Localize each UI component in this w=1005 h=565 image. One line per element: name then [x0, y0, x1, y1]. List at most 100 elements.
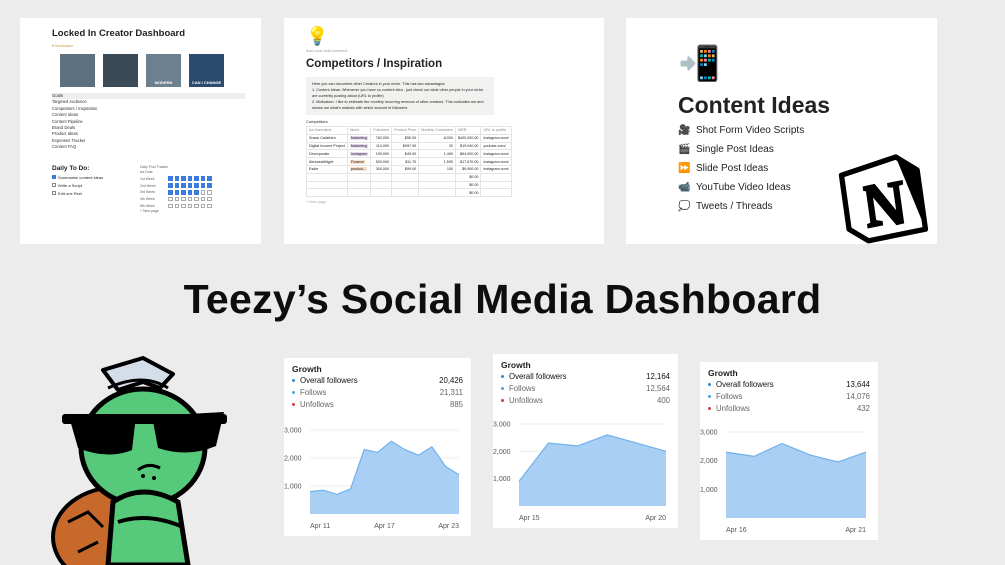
- table-cell[interactable]: $400,000.00: [454, 133, 482, 143]
- nav-item[interactable]: Brand Deals: [52, 124, 76, 130]
- table-cell[interactable]: 1,505: [418, 157, 456, 166]
- new-page-button[interactable]: + New page: [306, 200, 327, 205]
- table-row[interactable]: Alexwealthlyjet Finance 520,000 $11.70 1,505…: [306, 157, 512, 166]
- tracker-new-page[interactable]: + New page: [140, 209, 159, 214]
- table-cell[interactable]: $17,670.00: [454, 157, 482, 166]
- table-cell[interactable]: $49.00: [391, 149, 420, 159]
- table-cell[interactable]: $11.70: [391, 157, 420, 166]
- table-cell[interactable]: Alexwealthlyjet: [306, 157, 348, 166]
- table-cell[interactable]: 20: [418, 141, 456, 151]
- table-row[interactable]: $0.00: [306, 172, 512, 182]
- idea-link[interactable]: ⏩ Slide Post Ideas: [678, 163, 769, 174]
- nav-item[interactable]: Goals: [52, 93, 245, 100]
- table-cell[interactable]: 110,000: [370, 141, 393, 151]
- table-cell[interactable]: $0.00: [454, 180, 482, 190]
- table-row[interactable]: Snack Calisthen Marketing 762,000 $50.00 8,0…: [306, 133, 512, 143]
- table-cell[interactable]: [480, 180, 512, 190]
- table-cell[interactable]: [370, 172, 393, 182]
- table-cell[interactable]: instagram.com/: [480, 157, 512, 166]
- table-cell[interactable]: youtube.com/: [480, 141, 512, 151]
- table-cell[interactable]: [391, 172, 420, 182]
- table-row[interactable]: Esdie product... 300,000 $99.00 100 $9,900.00…: [306, 164, 512, 174]
- nav-item[interactable]: Content FAQ: [52, 144, 77, 150]
- column-header[interactable]: Product Price: [391, 126, 420, 135]
- table-cell[interactable]: [346, 172, 372, 182]
- table-cell[interactable]: 190,000: [370, 149, 393, 159]
- table-cell[interactable]: [370, 180, 393, 190]
- table-cell[interactable]: $64,000.00: [454, 149, 482, 159]
- checkbox-checked[interactable]: [52, 175, 56, 180]
- motivation-toggle[interactable]: ▾ Motivation: [52, 43, 74, 48]
- table-cell[interactable]: $50.00: [391, 133, 420, 143]
- stat-overall-followers: Overall followers 13,644: [708, 378, 870, 390]
- idea-link[interactable]: 💭 Tweets / Threads: [678, 201, 773, 212]
- table-cell[interactable]: 100: [418, 164, 456, 174]
- nav-item[interactable]: Product Ideas: [52, 131, 78, 137]
- table-cell[interactable]: Snack Calisthen: [306, 133, 348, 143]
- table-row[interactable]: Decorporate Instagram 190,000 $49.00 1,400 $6…: [306, 149, 512, 159]
- column-header[interactable]: Monthly Customers: [418, 126, 456, 135]
- nav-item[interactable]: Content Pipeline: [52, 118, 83, 124]
- table-cell[interactable]: $0.00: [454, 172, 482, 182]
- table-cell[interactable]: $19,940.00: [454, 141, 482, 151]
- table-cell[interactable]: Finance: [346, 157, 372, 166]
- nav-item[interactable]: Competitors / Inspiration: [52, 105, 98, 111]
- column-header[interactable]: URL to profile: [480, 126, 512, 135]
- table-cell[interactable]: 300,000: [370, 164, 393, 174]
- gallery-thumb[interactable]: MODERN: [146, 54, 181, 87]
- table-cell[interactable]: 520,000: [370, 157, 393, 166]
- idea-link[interactable]: 🎬 Single Post Ideas: [678, 144, 774, 155]
- table-cell[interactable]: [418, 172, 456, 182]
- todo-item[interactable]: Write a Script: [52, 183, 140, 188]
- table-cell[interactable]: [346, 180, 372, 190]
- checkbox[interactable]: [52, 183, 56, 188]
- gallery-thumb[interactable]: [103, 54, 138, 87]
- todo-item[interactable]: Edit one Reel: [52, 191, 140, 196]
- table-cell[interactable]: $9,900.00: [454, 164, 482, 174]
- page-meta[interactable]: Add cover Add comment: [306, 49, 348, 53]
- column-header[interactable]: MRR: [454, 126, 482, 135]
- table-row[interactable]: $0.00: [306, 180, 512, 190]
- table-cell[interactable]: [418, 180, 456, 190]
- table-cell[interactable]: Digital Income Project: [306, 141, 348, 151]
- table-cell[interactable]: instagram.com/: [480, 133, 512, 143]
- checkbox[interactable]: [52, 191, 56, 196]
- table-cell[interactable]: 8,000: [418, 133, 456, 143]
- todo-item[interactable]: Summarise content ideas: [52, 175, 140, 180]
- table-cell[interactable]: $997.00: [391, 141, 420, 151]
- table-cell[interactable]: [306, 188, 348, 198]
- table-cell[interactable]: Instagram: [346, 149, 372, 159]
- table-row[interactable]: Digital Income Project Marketing 110,000 $9…: [306, 141, 512, 151]
- table-cell[interactable]: 1,400: [418, 149, 456, 159]
- idea-link[interactable]: 🎥 Shot Form Video Scripts: [678, 125, 805, 136]
- table-cell[interactable]: [306, 180, 348, 190]
- idea-link[interactable]: 📹 YouTube Video Ideas: [678, 182, 791, 193]
- table-cell[interactable]: $0.00: [454, 188, 482, 198]
- gallery-thumb[interactable]: [60, 54, 95, 87]
- table-cell[interactable]: product...: [346, 164, 372, 174]
- nav-item[interactable]: Content Ideas: [52, 112, 79, 118]
- table-cell[interactable]: [418, 188, 456, 198]
- table-cell[interactable]: [391, 180, 420, 190]
- table-cell[interactable]: Marketing: [346, 133, 372, 143]
- column-header[interactable]: Niche: [346, 126, 372, 135]
- table-cell[interactable]: instagram.com/: [480, 149, 512, 159]
- table-cell[interactable]: [480, 172, 512, 182]
- table-cell[interactable]: Esdie: [306, 164, 348, 174]
- table-cell[interactable]: Decorporate: [306, 149, 348, 159]
- table-cell[interactable]: [391, 188, 420, 198]
- table-cell[interactable]: [370, 188, 393, 198]
- table-cell[interactable]: [480, 188, 512, 198]
- table-cell[interactable]: $99.00: [391, 164, 420, 174]
- table-cell[interactable]: Marketing: [346, 141, 372, 151]
- column-header[interactable]: Aa Username: [306, 126, 348, 135]
- nav-item[interactable]: Targeted Audience: [52, 99, 87, 105]
- table-cell[interactable]: [346, 188, 372, 198]
- table-row[interactable]: $0.00: [306, 188, 512, 198]
- table-cell[interactable]: 762,000: [370, 133, 393, 143]
- column-header[interactable]: Followers: [370, 126, 393, 135]
- table-cell[interactable]: [306, 172, 348, 182]
- gallery-thumb[interactable]: CAN I CHANGE: [189, 54, 224, 87]
- nav-item[interactable]: Expenses Tracker: [52, 137, 86, 143]
- table-cell[interactable]: instagram.com/: [480, 164, 512, 174]
